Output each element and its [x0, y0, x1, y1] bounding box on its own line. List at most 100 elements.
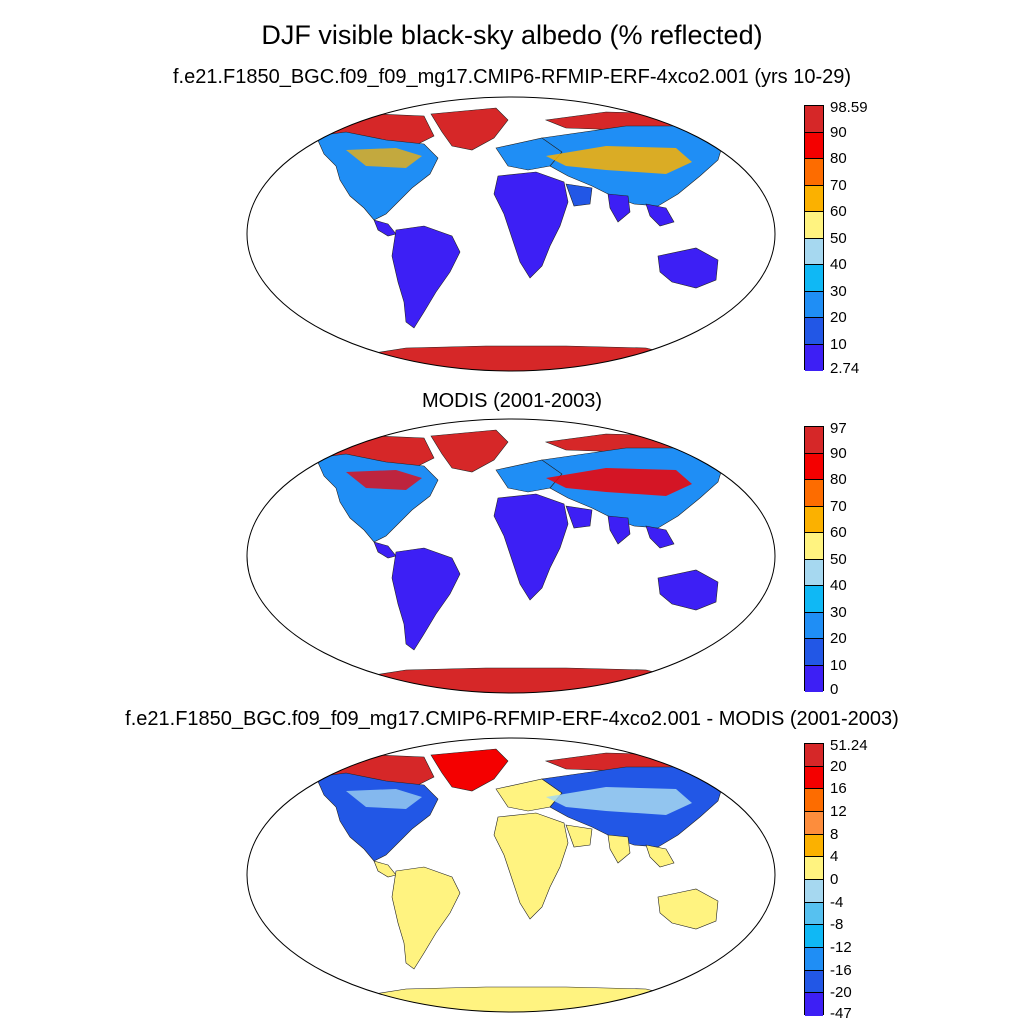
colorbar-label: -20	[830, 984, 852, 1002]
colorbar-swatch	[805, 586, 823, 613]
map-content	[247, 97, 775, 371]
colorbar-swatch	[805, 948, 823, 971]
colorbar-label: 4	[830, 848, 839, 866]
colorbar-swatch	[805, 639, 823, 666]
panel-title-model: f.e21.F1850_BGC.f09_f09_mg17.CMIP6-RFMIP…	[172, 66, 852, 88]
colorbar-box	[804, 105, 824, 371]
landmass-se-asia	[645, 844, 675, 868]
colorbar-swatch	[805, 925, 823, 948]
colorbar-label: 40	[830, 256, 847, 273]
panel-title-obs: MODIS (2001-2003)	[421, 390, 603, 412]
colorbar-swatch	[805, 506, 823, 533]
colorbar-swatch	[805, 612, 823, 639]
colorbar-swatch	[805, 857, 823, 880]
panel-title-diff: f.e21.F1850_BGC.f09_f09_mg17.CMIP6-RFMIP…	[125, 708, 899, 730]
colorbar-diff: 51.24 20 16 12 8 4 0 -4 -8 -12 -16 -20 -47	[804, 738, 884, 1021]
colorbar-label: 80	[830, 150, 847, 167]
landmass-africa	[493, 171, 569, 279]
colorbar-label: 60	[830, 203, 847, 220]
world-map	[246, 96, 776, 372]
colorbar-label: 60	[830, 524, 847, 541]
landmass-arabia	[565, 183, 593, 207]
colorbar-label: 50	[830, 550, 847, 568]
colorbar-swatch	[805, 238, 823, 265]
colorbar-swatch	[805, 344, 823, 371]
landmass-south-america	[391, 547, 461, 651]
colorbar-swatch	[805, 744, 823, 767]
colorbar-swatch	[805, 812, 823, 835]
landmass-australia	[657, 888, 719, 930]
colorbar-label: 2.74	[830, 360, 860, 377]
colorbar-label: 80	[830, 471, 847, 488]
landmass-se-asia	[645, 203, 675, 227]
colorbar-label: 97	[830, 420, 847, 437]
colorbar-swatch	[805, 185, 823, 212]
map-panel-model	[246, 96, 776, 372]
colorbar-label: 70	[830, 497, 847, 515]
colorbar-swatch	[805, 132, 823, 159]
colorbar-label: 10	[830, 335, 847, 353]
snow-band	[546, 146, 692, 174]
colorbar-label: -8	[830, 916, 844, 934]
colorbar-label: 51.24	[830, 737, 868, 754]
landmass-antarctica	[341, 345, 687, 371]
landmass-antarctica	[341, 667, 687, 693]
colorbar-label: 0	[830, 681, 839, 698]
colorbar-swatch	[805, 834, 823, 858]
colorbar-label: 90	[830, 444, 847, 462]
colorbar-swatch	[805, 533, 823, 560]
map-border	[246, 737, 776, 1013]
colorbar-label: 70	[830, 176, 847, 194]
snow-band	[546, 468, 692, 496]
colorbar-swatch	[805, 291, 823, 318]
landmass-central-america	[373, 860, 397, 878]
snow-band-americas	[346, 470, 422, 490]
landmass-arabia	[565, 824, 593, 848]
colorbar-swatch	[805, 665, 823, 692]
colorbar-label: 90	[830, 123, 847, 141]
colorbar-swatch	[805, 880, 823, 903]
colorbar-label: 50	[830, 229, 847, 247]
colorbar-label: -16	[830, 961, 852, 979]
snow-band-americas	[346, 789, 422, 809]
landmass-india	[607, 515, 631, 545]
main-title: DJF visible black-sky albedo (% reflecte…	[261, 20, 763, 50]
colorbar-label: 30	[830, 603, 847, 621]
landmass-se-asia	[645, 525, 675, 549]
landmass-central-america	[373, 541, 397, 559]
colorbar-swatch	[805, 106, 823, 133]
map-border	[246, 96, 776, 372]
colorbar-label: 8	[830, 825, 839, 843]
colorbar-label: -4	[830, 893, 844, 911]
world-map	[246, 737, 776, 1013]
landmass-south-america	[391, 866, 461, 970]
colorbar-label: 10	[830, 656, 847, 674]
colorbar-obs: 97 90 80 70 60 50 40 30 20 10 0	[804, 421, 884, 697]
colorbar-swatch	[805, 453, 823, 480]
colorbar-swatch	[805, 318, 823, 345]
landmass-arabia	[565, 505, 593, 529]
world-map	[246, 418, 776, 694]
map-panel-diff	[246, 737, 776, 1013]
colorbar-label: -47	[830, 1005, 852, 1022]
colorbar-label: 30	[830, 282, 847, 300]
map-content	[247, 419, 775, 693]
landmass-australia	[657, 569, 719, 611]
landmass-greenland	[430, 429, 509, 473]
colorbar-model: 98.59 90 80 70 60 50 40 30 20 10 2.74	[804, 100, 884, 376]
landmass-india	[607, 834, 631, 864]
colorbar-box	[804, 426, 824, 692]
landmass-africa	[493, 812, 569, 920]
map-border	[246, 418, 776, 694]
snow-band	[546, 787, 692, 815]
colorbar-swatch	[805, 427, 823, 454]
landmass-greenland	[430, 748, 509, 792]
landmass-central-america	[373, 219, 397, 237]
colorbar-label: 20	[830, 757, 847, 775]
colorbar-label: 16	[830, 780, 847, 798]
snow-band-americas	[346, 148, 422, 168]
colorbar-label: 20	[830, 630, 847, 647]
landmass-antarctica	[341, 986, 687, 1012]
colorbar-swatch	[805, 265, 823, 292]
landmass-australia	[657, 247, 719, 289]
